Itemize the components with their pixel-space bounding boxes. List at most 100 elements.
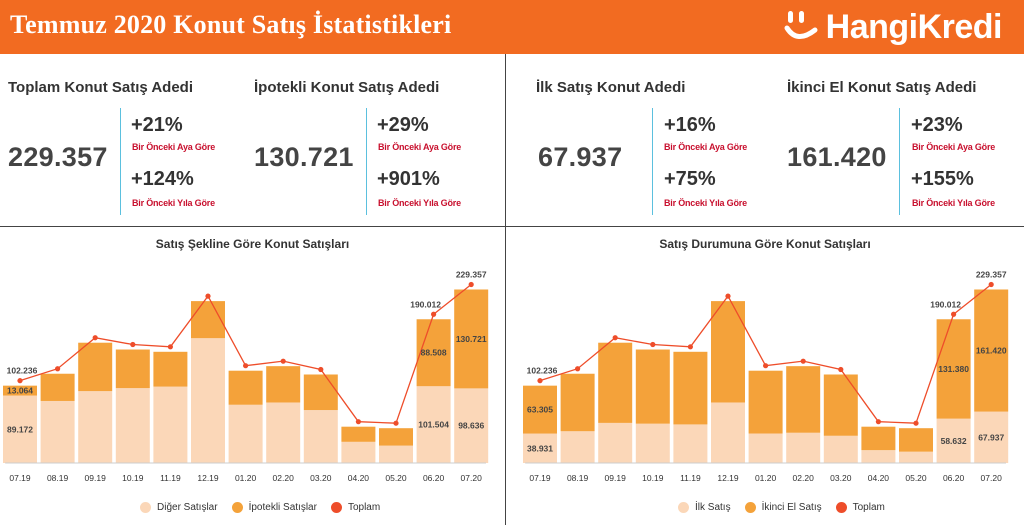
data-label-upper: 130.721 xyxy=(456,334,487,344)
total-point-07.20 xyxy=(988,281,994,288)
x-tick-label: 12.19 xyxy=(717,473,739,483)
total-point-08.19 xyxy=(575,366,581,372)
kpi-total-monthly-label: Bir Önceki Aya Göre xyxy=(132,142,216,152)
bar-upper-12.19 xyxy=(191,301,225,339)
data-label-upper: 88.508 xyxy=(421,348,447,358)
bar-upper-03.20 xyxy=(303,374,338,411)
bar-lower-01.20 xyxy=(228,404,263,463)
legend-dot-first-sale xyxy=(678,502,689,513)
bar-upper-11.19 xyxy=(673,351,708,425)
legend-dot-mortgage-sales xyxy=(231,502,243,513)
bar-lower-07.20 xyxy=(454,388,489,463)
x-tick-label: 12.19 xyxy=(197,473,219,483)
kpi-first-sale-accent-line xyxy=(652,108,653,215)
x-tick-label: 07.19 xyxy=(9,473,31,483)
bar-lower-07.19 xyxy=(523,433,557,463)
legend-item-total-2[interactable]: Toplam xyxy=(835,502,885,513)
kpi-second-hand-title: İkinci El Konut Satış Adedi xyxy=(787,79,977,96)
x-tick-label: 01.20 xyxy=(235,473,257,483)
bar-upper-07.20 xyxy=(454,289,489,389)
data-label-lower: 89.172 xyxy=(7,424,33,434)
brand-logo[interactable]: HangiKredi xyxy=(784,6,1003,48)
x-tick-label: 09.19 xyxy=(85,473,107,483)
total-point-02.20 xyxy=(280,358,286,364)
legend-item-mortgage-sales[interactable]: İpotekli Satışlar xyxy=(231,502,317,513)
bar-upper-10.19 xyxy=(635,349,670,424)
bar-upper-02.20 xyxy=(786,366,821,433)
legend-label-total-2: Toplam xyxy=(852,502,885,513)
chart-sales-type-legend: Diğer Satışlar İpotekli Satışlar Toplam xyxy=(140,502,394,513)
kpi-mortgage-accent-line xyxy=(366,108,367,215)
kpi-first-sale-value: 67.937 xyxy=(538,142,623,172)
bar-lower-11.19 xyxy=(673,424,708,463)
total-point-05.20 xyxy=(393,420,399,426)
total-point-11.19 xyxy=(167,344,173,350)
x-tick-label: 07.20 xyxy=(461,473,483,483)
bar-lower-05.20 xyxy=(379,445,413,463)
x-tick-label: 10.19 xyxy=(642,473,664,483)
bar-upper-05.20 xyxy=(899,428,933,452)
bar-lower-10.19 xyxy=(635,423,670,463)
bar-lower-02.20 xyxy=(786,432,821,463)
x-tick-label: 11.19 xyxy=(160,473,181,483)
kpi-mortgage-monthly-label: Bir Önceki Aya Göre xyxy=(378,142,462,152)
total-point-07.19 xyxy=(17,378,23,384)
kpi-second-hand-yearly-label: Bir Önceki Yıla Göre xyxy=(912,198,995,208)
kpi-mortgage-monthly-change: +29% xyxy=(377,114,429,136)
total-point-06.20 xyxy=(951,311,957,317)
x-tick-label: 08.19 xyxy=(567,473,589,483)
total-point-05.20 xyxy=(913,420,919,426)
data-label-total: 229.357 xyxy=(456,269,487,279)
x-tick-label: 05.20 xyxy=(905,473,927,483)
x-tick-label: 09.19 xyxy=(605,473,627,483)
kpi-total-title: Toplam Konut Satış Adedi xyxy=(8,79,194,96)
x-tick-label: 07.20 xyxy=(981,473,1003,483)
bar-upper-07.19 xyxy=(523,385,557,434)
total-point-08.19 xyxy=(55,366,61,372)
bar-upper-09.19 xyxy=(78,342,113,392)
total-point-07.20 xyxy=(468,281,474,288)
kpi-mortgage-yearly-label: Bir Önceki Yıla Göre xyxy=(378,198,461,208)
total-point-02.20 xyxy=(800,358,806,364)
data-label-upper: 161.420 xyxy=(976,346,1007,356)
data-label-total: 102.236 xyxy=(527,366,558,376)
total-point-11.19 xyxy=(687,344,693,350)
bar-upper-10.19 xyxy=(115,349,150,389)
kpi-first-sale-yearly-label: Bir Önceki Yıla Göre xyxy=(664,198,747,208)
data-label-total: 229.357 xyxy=(976,269,1007,279)
total-point-07.19 xyxy=(537,378,543,384)
data-label-lower: 58.632 xyxy=(941,436,967,446)
x-tick-label: 06.20 xyxy=(423,473,445,483)
kpi-second-hand-yearly-change: +155% xyxy=(911,168,974,190)
data-label-total: 190.012 xyxy=(410,299,441,309)
kpi-first-sale-yearly-change: +75% xyxy=(664,168,716,190)
bar-upper-03.20 xyxy=(823,374,858,436)
kpi-total-accent-line xyxy=(120,108,121,215)
legend-label-total: Toplam xyxy=(347,502,381,513)
brand-logo-text: HangiKredi xyxy=(825,7,1003,46)
bar-upper-11.19 xyxy=(153,351,188,387)
legend-item-first-sale[interactable]: İlk Satış xyxy=(678,502,731,513)
bar-lower-04.20 xyxy=(861,450,896,463)
bar-lower-08.19 xyxy=(560,431,595,463)
bar-upper-01.20 xyxy=(228,370,263,405)
legend-dot-total-2 xyxy=(835,502,847,513)
kpi-first-sale-monthly-label: Bir Önceki Aya Göre xyxy=(664,142,748,152)
vertical-divider xyxy=(505,54,506,525)
bar-upper-09.19 xyxy=(598,342,633,423)
bar-lower-04.20 xyxy=(341,441,376,463)
x-tick-label: 08.19 xyxy=(47,473,69,483)
bar-lower-06.20 xyxy=(416,386,451,463)
data-label-upper: 13.064 xyxy=(7,386,33,396)
data-label-lower: 67.937 xyxy=(978,432,1004,442)
legend-item-total[interactable]: Toplam xyxy=(330,502,381,513)
horizontal-divider xyxy=(0,226,1024,227)
x-tick-label: 05.20 xyxy=(385,473,407,483)
bar-upper-04.20 xyxy=(341,426,376,442)
kpi-second-hand-value: 161.420 xyxy=(787,142,887,172)
legend-item-second-hand[interactable]: İkinci El Satış xyxy=(744,502,822,513)
legend-dot-other-sales xyxy=(140,502,151,513)
legend-item-other-sales[interactable]: Diğer Satışlar xyxy=(140,502,218,513)
total-point-01.20 xyxy=(243,363,249,369)
bar-upper-07.19 xyxy=(3,385,37,396)
